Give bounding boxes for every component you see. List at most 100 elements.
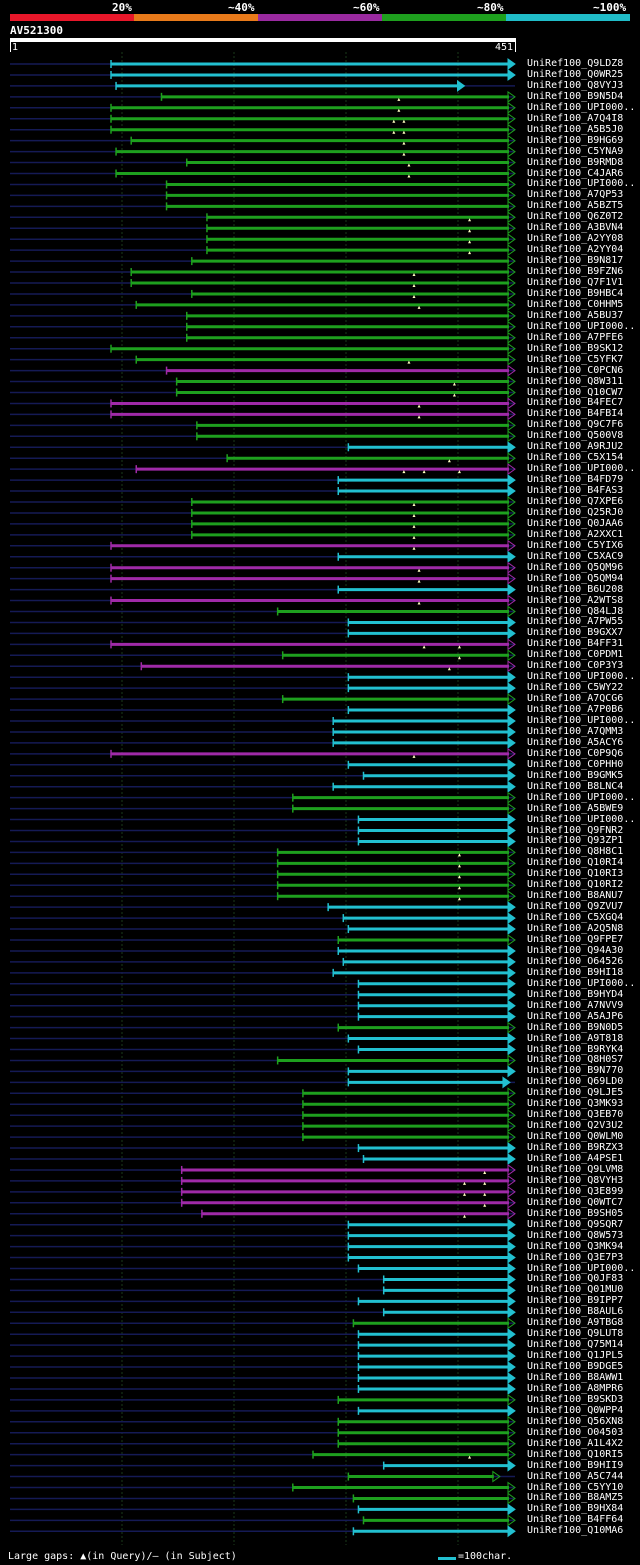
hit-row[interactable] bbox=[10, 397, 516, 410]
hit-row[interactable] bbox=[10, 375, 516, 388]
hit-row[interactable] bbox=[10, 715, 516, 727]
hit-label[interactable]: UniRef100_A9T818 bbox=[527, 1032, 624, 1044]
hit-row[interactable] bbox=[10, 1109, 516, 1122]
hit-label[interactable]: UniRef100_A1L4X2 bbox=[527, 1437, 624, 1449]
hit-label[interactable]: UniRef100_C0PCN6 bbox=[527, 364, 624, 376]
hit-row[interactable] bbox=[10, 1404, 516, 1417]
hit-label[interactable]: UniRef100_B9FZN6 bbox=[527, 266, 624, 278]
hit-row[interactable] bbox=[10, 966, 516, 979]
hit-row[interactable] bbox=[10, 1426, 516, 1439]
hit-row[interactable] bbox=[10, 200, 516, 213]
hit-row[interactable] bbox=[10, 1262, 516, 1275]
hit-label[interactable]: UniRef100_A2Q5N8 bbox=[527, 923, 624, 935]
hit-row[interactable] bbox=[10, 923, 516, 936]
hit-label[interactable]: UniRef100_B9N0D5 bbox=[527, 1021, 624, 1033]
hit-row[interactable] bbox=[10, 638, 516, 651]
hit-row[interactable] bbox=[10, 1525, 516, 1538]
hit-row[interactable] bbox=[10, 1185, 516, 1198]
hit-row[interactable] bbox=[10, 977, 516, 990]
hit-row[interactable] bbox=[10, 101, 516, 114]
hit-label[interactable]: UniRef100_C5WY22 bbox=[527, 682, 624, 694]
hit-label[interactable]: UniRef100_Q9LVM8 bbox=[527, 1163, 624, 1175]
hit-row[interactable] bbox=[10, 1284, 516, 1297]
hit-label[interactable]: UniRef100_Q3MK93 bbox=[527, 1098, 624, 1110]
hit-row[interactable] bbox=[10, 769, 516, 782]
hit-row[interactable] bbox=[10, 342, 516, 355]
hit-label[interactable]: UniRef100_Q9C7F6 bbox=[527, 419, 624, 431]
hit-row[interactable] bbox=[10, 1448, 516, 1461]
hit-label[interactable]: UniRef100_B9DGE5 bbox=[527, 1361, 624, 1373]
hit-label[interactable]: UniRef100_Q5QM94 bbox=[527, 572, 624, 584]
hit-label[interactable]: UniRef100_A7Q4I8 bbox=[527, 112, 624, 124]
hit-row[interactable] bbox=[10, 1437, 516, 1450]
hit-label[interactable]: UniRef100_B9IPP7 bbox=[527, 1295, 624, 1307]
hit-label[interactable]: UniRef100_B9GMK5 bbox=[527, 769, 624, 781]
hit-row[interactable] bbox=[10, 1459, 516, 1472]
hit-label[interactable]: UniRef100_Q2V3U2 bbox=[527, 1120, 624, 1132]
hit-label[interactable]: UniRef100_Q8H8C1 bbox=[527, 846, 624, 858]
hit-label[interactable]: UniRef100_B8LNC4 bbox=[527, 780, 624, 792]
hit-row[interactable] bbox=[10, 1043, 516, 1056]
hit-row[interactable] bbox=[10, 145, 516, 158]
hit-label[interactable]: UniRef100_B6U208 bbox=[527, 583, 624, 595]
hit-label[interactable]: UniRef100_C0P9Q6 bbox=[527, 747, 624, 759]
hit-row[interactable] bbox=[10, 605, 516, 618]
hit-row[interactable] bbox=[10, 1021, 516, 1034]
hit-row[interactable] bbox=[10, 857, 516, 870]
hit-label[interactable]: UniRef100_A4PSE1 bbox=[527, 1153, 624, 1164]
hit-label[interactable]: UniRef100_A7P0B6 bbox=[527, 704, 624, 716]
hit-row[interactable] bbox=[10, 1207, 516, 1220]
hit-label[interactable]: UniRef100_A7PFE6 bbox=[527, 331, 624, 343]
hit-row[interactable] bbox=[10, 616, 516, 629]
hit-label[interactable]: UniRef100_Q3MK94 bbox=[527, 1240, 624, 1252]
hit-row[interactable] bbox=[10, 463, 516, 476]
hit-label[interactable]: UniRef100_Q8VYJ3 bbox=[527, 79, 624, 91]
hit-row[interactable] bbox=[10, 1470, 515, 1483]
hit-label[interactable]: UniRef100_Q8VYH3 bbox=[527, 1174, 624, 1186]
hit-label[interactable]: UniRef100_Q7XPE6 bbox=[527, 496, 624, 507]
hit-label[interactable]: UniRef100_C5YY10 bbox=[527, 1481, 624, 1493]
hit-row[interactable] bbox=[10, 988, 516, 1001]
hit-row[interactable] bbox=[10, 386, 516, 399]
hit-row[interactable] bbox=[10, 955, 516, 968]
hit-label[interactable]: UniRef100_A5ACY6 bbox=[527, 736, 624, 748]
hit-row[interactable] bbox=[10, 879, 516, 892]
hit-label[interactable]: UniRef100_A9TBG8 bbox=[527, 1317, 624, 1329]
hit-row[interactable] bbox=[10, 1492, 516, 1505]
hit-label[interactable]: UniRef100_A5B5J0 bbox=[527, 123, 624, 135]
hit-label[interactable]: UniRef100_Q7F1V1 bbox=[527, 277, 624, 288]
hit-row[interactable] bbox=[10, 1361, 516, 1374]
hit-label[interactable]: UniRef100_C5YNA9 bbox=[527, 145, 624, 157]
hit-row[interactable] bbox=[10, 594, 516, 607]
hit-row[interactable] bbox=[10, 364, 516, 377]
hit-label[interactable]: UniRef100_B8AUL6 bbox=[527, 1306, 624, 1318]
hit-row[interactable] bbox=[10, 550, 516, 563]
hit-row[interactable] bbox=[10, 1393, 516, 1406]
hit-row[interactable] bbox=[10, 1142, 516, 1155]
hit-label[interactable]: UniRef100_Q9LUT8 bbox=[527, 1328, 624, 1340]
hit-row[interactable] bbox=[10, 813, 516, 826]
hit-label[interactable]: UniRef100_O04503 bbox=[527, 1426, 624, 1438]
hit-label[interactable]: UniRef100_A7QCG6 bbox=[527, 693, 624, 705]
hit-label[interactable]: UniRef100_Q3E7P3 bbox=[527, 1251, 624, 1263]
hit-label[interactable]: UniRef100_UPI000.. bbox=[527, 1262, 636, 1274]
hit-row[interactable] bbox=[10, 1032, 516, 1045]
hit-label[interactable]: UniRef100_B4FAS3 bbox=[527, 485, 624, 497]
hit-label[interactable]: UniRef100_B9SH05 bbox=[527, 1207, 624, 1219]
hit-row[interactable] bbox=[10, 999, 516, 1012]
hit-label[interactable]: UniRef100_Q1JPL5 bbox=[527, 1350, 624, 1362]
hit-row[interactable] bbox=[10, 244, 516, 257]
hit-label[interactable]: UniRef100_B8AMZ5 bbox=[527, 1492, 624, 1504]
hit-label[interactable]: UniRef100_UPI000.. bbox=[527, 671, 636, 683]
hit-label[interactable]: UniRef100_Q10MA6 bbox=[527, 1525, 624, 1537]
hit-label[interactable]: UniRef100_UPI000.. bbox=[527, 977, 636, 989]
hit-row[interactable] bbox=[10, 90, 516, 103]
hit-row[interactable] bbox=[10, 156, 516, 169]
hit-row[interactable] bbox=[10, 496, 516, 508]
hit-label[interactable]: UniRef100_A2YY04 bbox=[527, 244, 624, 256]
hit-row[interactable] bbox=[10, 1273, 516, 1286]
hit-row[interactable] bbox=[10, 331, 516, 344]
hit-label[interactable]: UniRef100_A5BWE9 bbox=[527, 802, 624, 814]
hit-label[interactable]: UniRef100_Q69LD0 bbox=[527, 1076, 624, 1088]
hit-row[interactable] bbox=[10, 309, 516, 322]
